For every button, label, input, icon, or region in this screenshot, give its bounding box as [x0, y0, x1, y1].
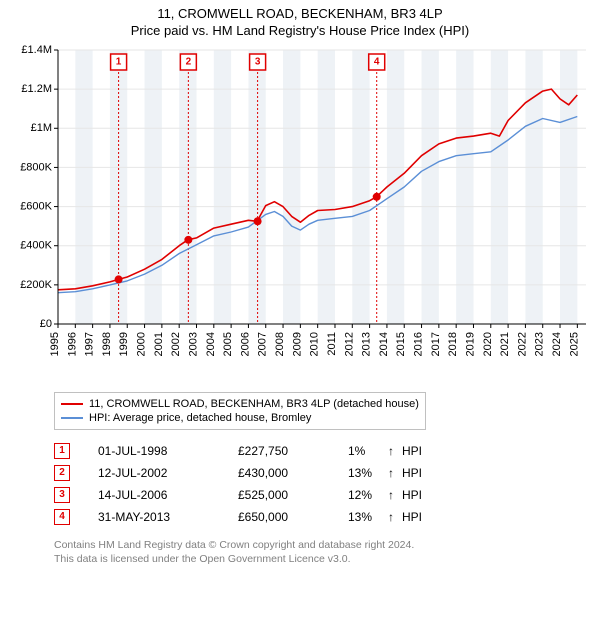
svg-text:2016: 2016 — [413, 332, 425, 356]
svg-text:2018: 2018 — [447, 332, 459, 356]
sale-ref: HPI — [402, 466, 432, 480]
up-arrow-icon: ↑ — [388, 488, 402, 502]
svg-text:£200K: £200K — [20, 279, 52, 291]
up-arrow-icon: ↑ — [388, 444, 402, 458]
table-row: 1 01-JUL-1998£227,7501%↑HPI — [54, 440, 590, 462]
sale-ref: HPI — [402, 444, 432, 458]
svg-text:2017: 2017 — [430, 332, 442, 356]
sale-ref: HPI — [402, 488, 432, 502]
footer-line: This data is licensed under the Open Gov… — [54, 552, 590, 566]
svg-text:£0: £0 — [40, 318, 52, 330]
sale-date: 01-JUL-1998 — [98, 444, 238, 458]
svg-text:1998: 1998 — [101, 332, 113, 356]
legend-item-subject: 11, CROMWELL ROAD, BECKENHAM, BR3 4LP (d… — [61, 397, 419, 411]
sale-price: £650,000 — [238, 510, 348, 524]
legend: 11, CROMWELL ROAD, BECKENHAM, BR3 4LP (d… — [54, 392, 426, 430]
svg-text:1995: 1995 — [49, 332, 61, 356]
table-row: 4 31-MAY-2013£650,00013%↑HPI — [54, 506, 590, 528]
svg-text:2023: 2023 — [534, 332, 546, 356]
svg-text:2002: 2002 — [170, 332, 182, 356]
svg-text:3: 3 — [255, 57, 261, 68]
sale-marker-badge: 3 — [54, 487, 70, 503]
svg-text:2000: 2000 — [136, 332, 148, 356]
svg-text:2010: 2010 — [309, 332, 321, 356]
sale-marker-badge: 2 — [54, 465, 70, 481]
table-row: 2 12-JUL-2002£430,00013%↑HPI — [54, 462, 590, 484]
sales-table: 101-JUL-1998£227,7501%↑HPI212-JUL-2002£4… — [54, 440, 590, 528]
legend-label: 11, CROMWELL ROAD, BECKENHAM, BR3 4LP (d… — [89, 398, 419, 410]
sale-date: 14-JUL-2006 — [98, 488, 238, 502]
legend-swatch — [61, 417, 83, 419]
svg-text:£1.2M: £1.2M — [21, 83, 52, 95]
svg-text:2014: 2014 — [378, 332, 390, 356]
svg-text:2009: 2009 — [291, 332, 303, 356]
up-arrow-icon: ↑ — [388, 510, 402, 524]
sale-marker-badge: 1 — [54, 443, 70, 459]
svg-text:2011: 2011 — [326, 332, 338, 356]
svg-text:2025: 2025 — [568, 332, 580, 356]
chart-svg: £0 £200K £400K £600K £800K £1M £1.2M £1.4M 1995 1… — [10, 44, 590, 384]
page-subtitle: Price paid vs. HM Land Registry's House … — [10, 23, 590, 38]
sale-date: 31-MAY-2013 — [98, 510, 238, 524]
sale-price: £227,750 — [238, 444, 348, 458]
svg-text:2007: 2007 — [257, 332, 269, 356]
svg-text:1999: 1999 — [118, 332, 130, 356]
sale-pct: 12% — [348, 488, 388, 502]
svg-text:2021: 2021 — [499, 332, 511, 356]
svg-text:£400K: £400K — [20, 240, 52, 252]
price-chart: £0 £200K £400K £600K £800K £1M £1.2M £1.4M 1995 1… — [10, 44, 590, 384]
svg-text:2006: 2006 — [239, 332, 251, 356]
sale-date: 12-JUL-2002 — [98, 466, 238, 480]
legend-swatch — [61, 403, 83, 405]
sale-price: £525,000 — [238, 488, 348, 502]
svg-text:2013: 2013 — [361, 332, 373, 356]
sale-pct: 13% — [348, 510, 388, 524]
svg-text:£1.4M: £1.4M — [21, 44, 52, 56]
svg-text:1997: 1997 — [84, 332, 96, 356]
svg-text:2: 2 — [186, 57, 192, 68]
svg-text:2008: 2008 — [274, 332, 286, 356]
svg-text:2012: 2012 — [343, 332, 355, 356]
svg-text:£600K: £600K — [20, 200, 52, 212]
svg-text:2022: 2022 — [516, 332, 528, 356]
footer-note: Contains HM Land Registry data © Crown c… — [54, 538, 590, 566]
svg-text:2020: 2020 — [482, 332, 494, 356]
sale-pct: 1% — [348, 444, 388, 458]
legend-label: HPI: Average price, detached house, Brom… — [89, 412, 311, 424]
svg-text:2019: 2019 — [464, 332, 476, 356]
svg-text:2004: 2004 — [205, 332, 217, 356]
legend-item-hpi: HPI: Average price, detached house, Brom… — [61, 411, 419, 425]
page-title: 11, CROMWELL ROAD, BECKENHAM, BR3 4LP — [10, 6, 590, 21]
svg-text:2024: 2024 — [551, 332, 563, 356]
table-row: 3 14-JUL-2006£525,00012%↑HPI — [54, 484, 590, 506]
svg-text:2005: 2005 — [222, 332, 234, 356]
svg-text:1996: 1996 — [66, 332, 78, 356]
svg-text:£1M: £1M — [31, 122, 52, 134]
sale-marker-badge: 4 — [54, 509, 70, 525]
sale-pct: 13% — [348, 466, 388, 480]
svg-text:1: 1 — [116, 57, 122, 68]
svg-text:4: 4 — [374, 57, 380, 68]
sale-price: £430,000 — [238, 466, 348, 480]
svg-text:£800K: £800K — [20, 161, 52, 173]
up-arrow-icon: ↑ — [388, 466, 402, 480]
svg-text:2001: 2001 — [153, 332, 165, 356]
svg-text:2015: 2015 — [395, 332, 407, 356]
footer-line: Contains HM Land Registry data © Crown c… — [54, 538, 590, 552]
sale-ref: HPI — [402, 510, 432, 524]
svg-text:2003: 2003 — [187, 332, 199, 356]
